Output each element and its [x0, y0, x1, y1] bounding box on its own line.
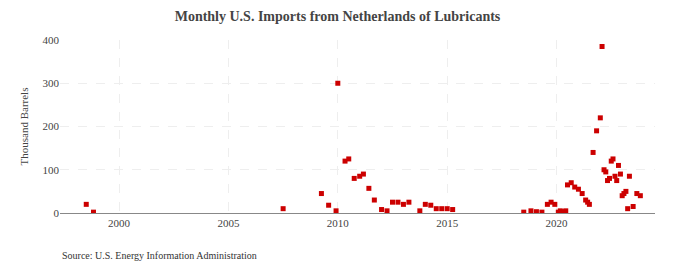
svg-text:Monthly U.S. Imports from Neth: Monthly U.S. Imports from Netherlands of… — [175, 9, 501, 24]
svg-text:0: 0 — [54, 207, 60, 219]
svg-text:2015: 2015 — [436, 217, 459, 229]
svg-text:2005: 2005 — [217, 217, 240, 229]
svg-text:200: 200 — [43, 120, 60, 132]
svg-text:2010: 2010 — [327, 217, 350, 229]
svg-text:100: 100 — [43, 164, 60, 176]
svg-text:2020: 2020 — [546, 217, 569, 229]
svg-text:Source: U.S. Energy Informatio: Source: U.S. Energy Information Administ… — [62, 250, 257, 261]
svg-text:2000: 2000 — [108, 217, 131, 229]
svg-text:Thousand Barrels: Thousand Barrels — [18, 88, 30, 166]
svg-text:400: 400 — [43, 34, 60, 46]
svg-text:300: 300 — [43, 77, 60, 89]
